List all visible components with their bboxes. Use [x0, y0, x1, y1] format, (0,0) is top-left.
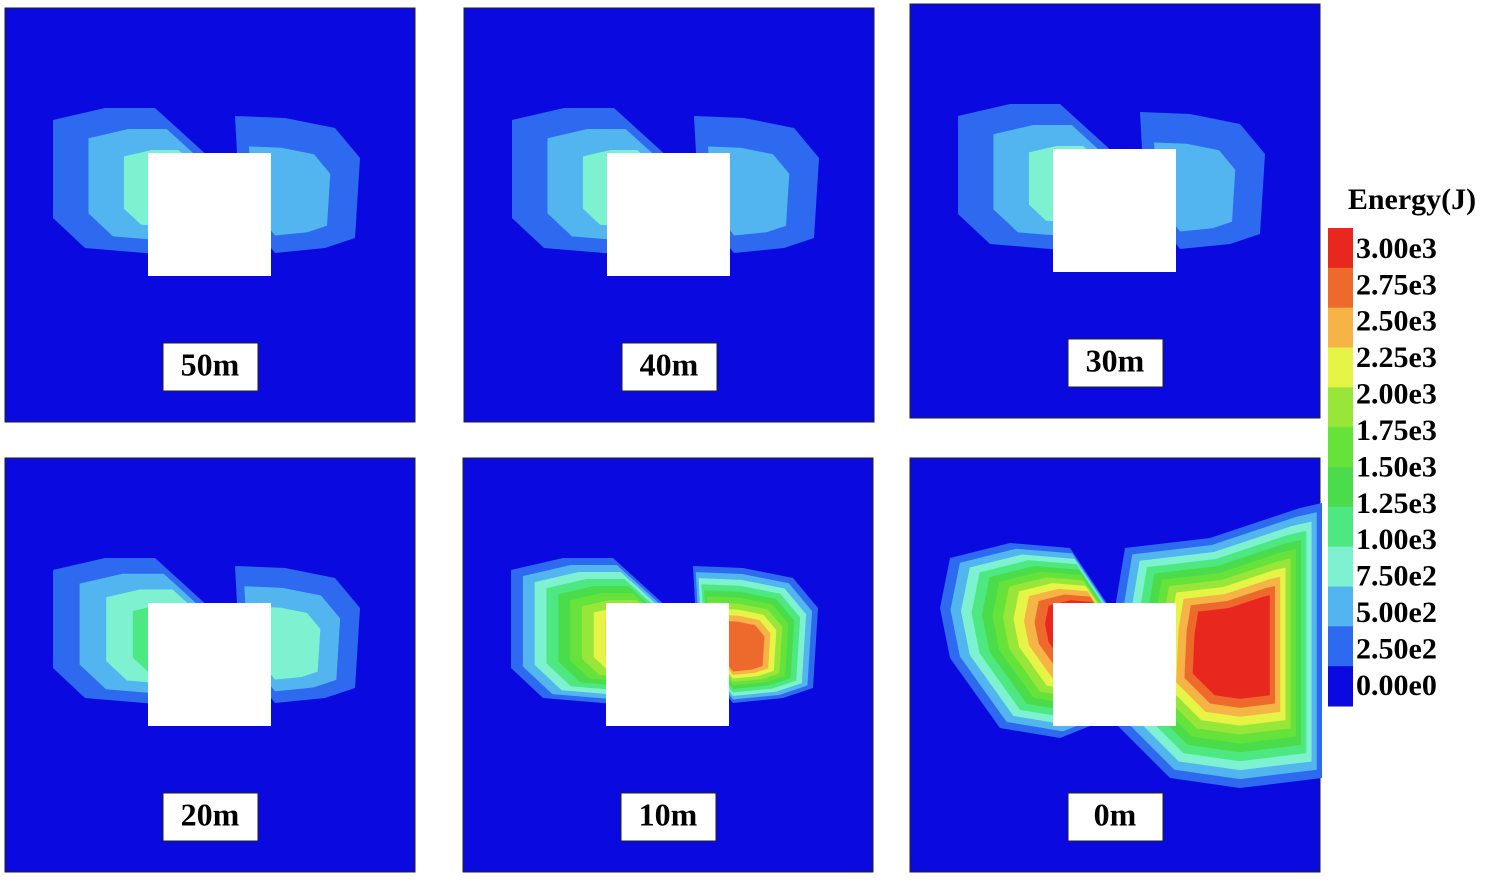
label-box	[1067, 792, 1164, 842]
label-box	[162, 792, 259, 842]
colorbar-title: Energy(J)	[1348, 183, 1476, 216]
opening	[148, 153, 271, 276]
colorbar-band	[1328, 626, 1353, 667]
opening	[1053, 603, 1176, 726]
colorbar-band	[1328, 307, 1353, 348]
label-box	[1067, 338, 1164, 388]
colorbar-label: 5.00e2	[1356, 596, 1437, 629]
colorbar-label: 1.75e3	[1356, 414, 1437, 447]
panel-label: 10m	[639, 796, 698, 832]
panel-label: 0m	[1094, 796, 1137, 832]
opening	[606, 603, 729, 726]
colorbar-band	[1328, 427, 1353, 468]
colorbar-band	[1328, 506, 1353, 548]
colorbar-band	[1328, 387, 1353, 428]
opening	[1053, 149, 1176, 272]
colorbar-label: 3.00e3	[1356, 232, 1437, 265]
colorbar-band	[1328, 347, 1353, 388]
colorbar-band	[1328, 666, 1353, 707]
colorbar-label: 1.25e3	[1356, 487, 1437, 520]
colorbar-label: 2.25e3	[1356, 341, 1437, 374]
opening	[607, 153, 730, 276]
label-box	[162, 342, 259, 392]
contour-band	[1192, 595, 1270, 699]
colorbar-label: 2.75e3	[1356, 268, 1437, 301]
panel-label: 40m	[640, 346, 699, 382]
colorbar-band	[1328, 586, 1353, 627]
contour-band	[718, 620, 765, 672]
colorbar-label: 2.50e2	[1356, 632, 1437, 665]
colorbar-label: 2.50e3	[1356, 305, 1437, 338]
label-box	[621, 342, 718, 392]
opening	[148, 603, 271, 726]
panel-label: 30m	[1086, 342, 1145, 378]
colorbar-label: 7.50e2	[1356, 560, 1437, 593]
colorbar-band	[1328, 228, 1353, 269]
panel-label: 50m	[181, 346, 240, 382]
colorbar-band	[1328, 546, 1353, 587]
colorbar-band	[1328, 267, 1353, 309]
colorbar-label: 0.00e0	[1356, 669, 1437, 702]
colorbar-label: 2.00e3	[1356, 378, 1437, 411]
colorbar-label: 1.00e3	[1356, 523, 1437, 556]
panel-label: 20m	[181, 796, 240, 832]
colorbar-band	[1328, 467, 1353, 508]
label-box	[620, 792, 717, 842]
colorbar-label: 1.50e3	[1356, 450, 1437, 483]
